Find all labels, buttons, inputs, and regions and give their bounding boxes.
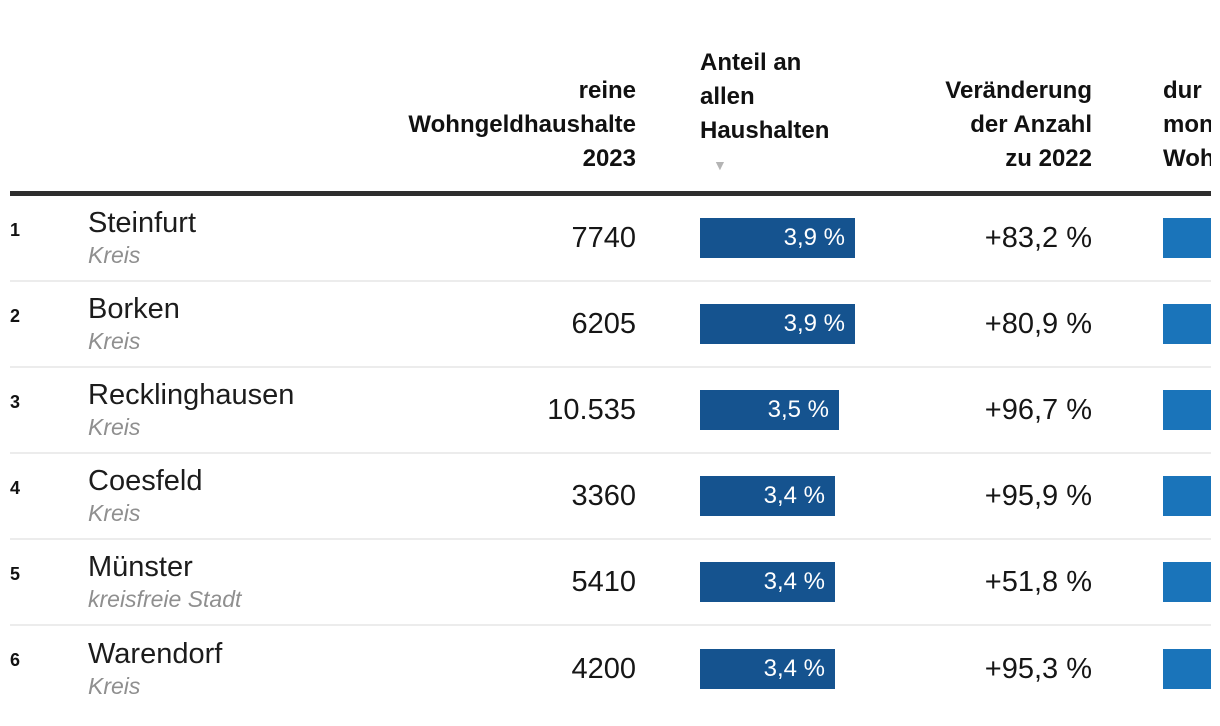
amount-bar [1163,649,1211,689]
amount-cell [1092,562,1211,602]
amount-cell [1092,476,1211,516]
households-value: 5410 [571,565,636,598]
header-change-line2: der Anzahl [970,111,1092,138]
change-value: +80,9 % [984,307,1092,340]
row-rank: 5 [10,564,21,584]
region-category: Kreis [88,673,141,699]
region-category: Kreis [88,328,141,354]
amount-bar [1163,562,1211,602]
table-row: 5 Münster kreisfreie Stadt 5410 3,4 % +5… [10,540,1211,626]
amount-bar [1163,390,1211,430]
row-rank: 2 [10,306,21,326]
share-bar-label: 3,4 % [763,568,825,595]
share-cell: 3,4 % [636,476,860,516]
change-value: +51,8 % [984,565,1092,598]
region-cell: Steinfurt Kreis [88,196,390,280]
region-name: Borken [88,293,180,325]
households-value: 4200 [571,652,636,685]
header-households-line1: reine [578,77,636,104]
row-rank: 6 [10,650,21,670]
share-cell: 3,5 % [636,390,860,430]
amount-cell [1092,304,1211,344]
amount-bar [1163,476,1211,516]
region-name: Recklinghausen [88,379,295,411]
region-name: Coesfeld [88,465,203,497]
header-change-line3: zu 2022 [1005,145,1092,172]
share-bar-label: 3,5 % [767,396,829,423]
header-households-line3: 2023 [582,145,636,172]
share-bar-label: 3,9 % [783,224,845,251]
header-share[interactable]: Anteil an allen Haushalten ▼ [636,46,860,176]
share-cell: 3,9 % [636,304,860,344]
households-value: 7740 [571,221,636,254]
share-cell: 3,9 % [636,218,860,258]
region-cell: Münster kreisfreie Stadt [88,540,390,624]
change-value: +95,9 % [984,479,1092,512]
table-row: 3 Recklinghausen Kreis 10.535 3,5 % +96,… [10,368,1211,454]
amount-bar [1163,304,1211,344]
data-table: reine Wohngeldhaushalte 2023 Anteil an a… [10,0,1211,712]
share-bar: 3,4 % [700,562,835,602]
row-rank: 1 [10,220,21,240]
table-row: 1 Steinfurt Kreis 7740 3,9 % +83,2 % [10,196,1211,282]
share-bar: 3,9 % [700,218,855,258]
row-rank: 3 [10,392,21,412]
change-value: +95,3 % [984,652,1092,685]
region-cell: Warendorf Kreis [88,626,390,712]
region-name: Warendorf [88,638,223,670]
share-bar: 3,9 % [700,304,855,344]
amount-cell [1092,649,1211,689]
households-value: 6205 [571,307,636,340]
header-change-line1: Veränderung [945,77,1092,104]
header-households[interactable]: reine Wohngeldhaushalte 2023 [390,74,636,176]
share-bar-label: 3,4 % [763,482,825,509]
households-value: 3360 [571,479,636,512]
table-row: 4 Coesfeld Kreis 3360 3,4 % +95,9 % [10,454,1211,540]
header-amount-line3: Woh [1163,145,1211,172]
region-name: Steinfurt [88,207,196,239]
share-bar-label: 3,4 % [763,655,825,682]
share-bar-label: 3,9 % [783,310,845,337]
share-bar: 3,4 % [700,476,835,516]
header-households-line2: Wohngeldhaushalte [408,111,636,138]
header-divider [10,191,1211,196]
header-amount-line2: mon [1163,111,1211,138]
amount-cell [1092,218,1211,258]
row-rank: 4 [10,478,21,498]
amount-cell [1092,390,1211,430]
region-category: Kreis [88,414,141,440]
header-share-line1: Anteil an [700,49,802,76]
sort-desc-icon[interactable]: ▼ [713,157,727,173]
region-name: Münster [88,551,193,583]
share-cell: 3,4 % [636,649,860,689]
share-bar: 3,5 % [700,390,839,430]
share-cell: 3,4 % [636,562,860,602]
header-share-line2: allen [700,83,755,110]
region-cell: Coesfeld Kreis [88,454,390,538]
header-change[interactable]: Veränderung der Anzahl zu 2022 [860,74,1092,176]
region-cell: Borken Kreis [88,282,390,366]
region-category: Kreis [88,500,141,526]
households-value: 10.535 [547,393,636,426]
table-row: 6 Warendorf Kreis 4200 3,4 % +95,3 % [10,626,1211,712]
change-value: +83,2 % [984,221,1092,254]
region-cell: Recklinghausen Kreis [88,368,390,452]
header-share-line3: Haushalten [700,117,830,144]
table-row: 2 Borken Kreis 6205 3,9 % +80,9 % [10,282,1211,368]
region-category: kreisfreie Stadt [88,586,242,612]
header-amount[interactable]: dur mon Woh [1092,74,1211,176]
region-category: Kreis [88,242,141,268]
share-bar: 3,4 % [700,649,835,689]
change-value: +96,7 % [984,393,1092,426]
table-header-row: reine Wohngeldhaushalte 2023 Anteil an a… [10,0,1211,176]
amount-bar [1163,218,1211,258]
header-amount-line1: dur [1163,77,1202,104]
